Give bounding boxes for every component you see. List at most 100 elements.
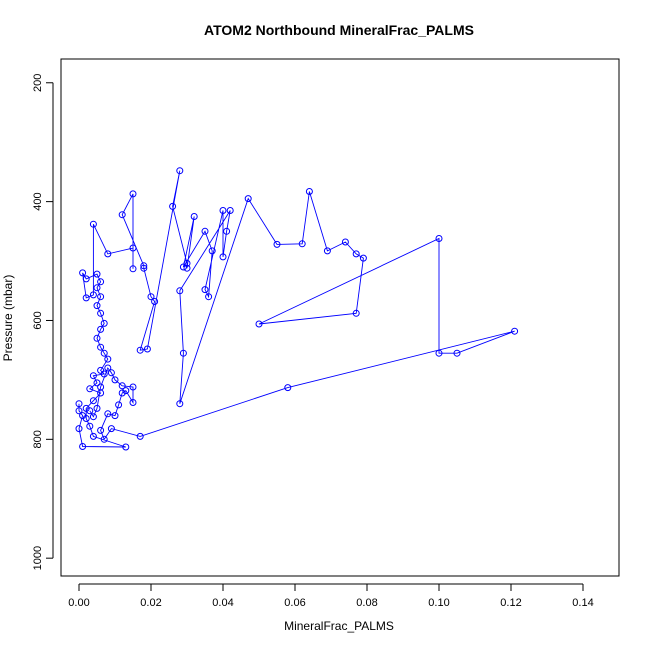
- data-point: [118, 389, 126, 397]
- data-point: [97, 343, 105, 351]
- x-tick-label: 0.14: [572, 597, 593, 609]
- data-point: [97, 366, 105, 374]
- data-point: [305, 188, 313, 195]
- data-point: [176, 167, 184, 175]
- data-point: [89, 291, 97, 299]
- y-tick-label: 800: [32, 430, 44, 448]
- data-point: [115, 401, 123, 409]
- data-point: [86, 422, 94, 430]
- series-line: [78, 170, 515, 448]
- data-point: [352, 250, 360, 258]
- data-point: [453, 349, 461, 357]
- data-point: [79, 269, 87, 277]
- data-point: [190, 213, 198, 220]
- data-point: [82, 404, 90, 412]
- data-point: [89, 397, 97, 405]
- data-point: [82, 275, 90, 283]
- data-point: [183, 259, 191, 267]
- data-point: [82, 294, 90, 302]
- data-point: [89, 432, 97, 440]
- x-tick-label: 0.10: [428, 597, 449, 609]
- data-point: [75, 407, 83, 415]
- plot-frame: [60, 58, 620, 577]
- data-point: [86, 385, 94, 393]
- data-point: [97, 383, 105, 391]
- y-axis-label: Pressure (mbar): [1, 275, 15, 362]
- data-point: [273, 240, 281, 248]
- data-point: [255, 320, 263, 328]
- data-point: [219, 207, 227, 214]
- data-point: [107, 425, 115, 433]
- x-tick-label: 0.02: [140, 597, 161, 609]
- x-tick-label: 0.04: [212, 597, 233, 609]
- data-point: [223, 227, 231, 235]
- data-point: [219, 253, 227, 261]
- data-point: [435, 349, 443, 357]
- data-point: [97, 293, 105, 301]
- data-point: [107, 369, 115, 377]
- data-point: [129, 383, 137, 391]
- data-point: [82, 415, 90, 422]
- data-point: [89, 372, 97, 380]
- data-point: [75, 425, 83, 433]
- data-point: [176, 287, 184, 295]
- x-tick-label: 0.00: [68, 597, 89, 609]
- data-point: [341, 238, 349, 246]
- data-point: [100, 349, 108, 357]
- data-point: [129, 244, 137, 252]
- data-point: [226, 207, 234, 214]
- data-point: [147, 293, 155, 301]
- data-point: [129, 399, 137, 406]
- x-axis-label: MineralFrac_PALMS: [284, 619, 394, 633]
- data-point: [118, 211, 126, 219]
- data-point: [97, 426, 105, 434]
- data-point: [93, 404, 101, 412]
- data-point: [100, 435, 108, 443]
- y-tick-label: 200: [32, 74, 44, 92]
- data-point: [111, 412, 119, 420]
- data-point: [111, 376, 119, 384]
- x-tick-label: 0.12: [500, 597, 521, 609]
- data-point: [179, 263, 187, 271]
- data-point: [151, 298, 159, 305]
- axes: 0.00 0.02 0.04 0.06 0.08 0.10 0.12 0.14 200 400 60…: [32, 74, 594, 609]
- data-point: [205, 293, 213, 301]
- data-point: [183, 264, 191, 272]
- y-tick-label: 600: [32, 311, 44, 329]
- data-point: [140, 262, 148, 270]
- data-point: [352, 309, 360, 317]
- data-point: [79, 443, 87, 450]
- data-point: [104, 355, 112, 363]
- data-point: [100, 370, 108, 378]
- y-tick-label: 1000: [32, 546, 44, 570]
- data-point: [122, 443, 130, 451]
- data-point: [176, 400, 184, 408]
- data-point: [208, 247, 216, 255]
- data-point: [97, 309, 105, 317]
- series-lines: [78, 170, 515, 448]
- data-point: [136, 432, 144, 440]
- data-point: [179, 349, 187, 357]
- data-point: [104, 410, 112, 418]
- x-tick-label: 0.06: [284, 597, 305, 609]
- data-point: [89, 413, 97, 421]
- data-point: [93, 302, 101, 310]
- series-points: [75, 167, 519, 451]
- data-point: [86, 407, 94, 415]
- chart-title: ATOM2 Northbound MineralFrac_PALMS: [204, 22, 474, 38]
- data-point: [104, 250, 112, 258]
- data-point: [89, 220, 97, 228]
- y-tick-label: 400: [32, 192, 44, 210]
- data-point: [97, 278, 105, 286]
- data-point: [93, 334, 101, 342]
- data-point: [359, 254, 367, 262]
- data-point: [93, 284, 101, 292]
- data-point: [169, 202, 177, 210]
- data-point: [93, 379, 101, 387]
- data-point: [118, 382, 126, 390]
- data-point: [323, 247, 331, 255]
- data-point: [129, 190, 137, 198]
- data-point: [75, 400, 83, 408]
- data-point: [201, 286, 209, 294]
